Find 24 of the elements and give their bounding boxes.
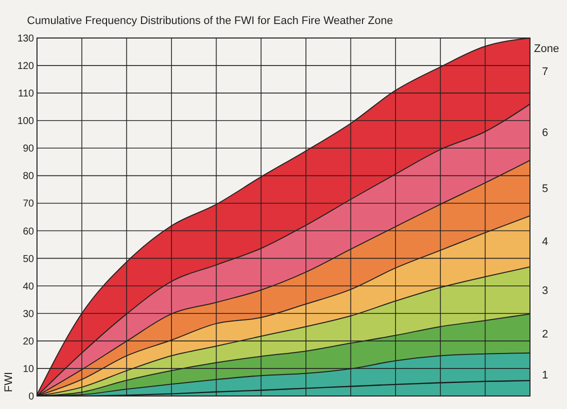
- y-tick-label: 120: [17, 61, 34, 72]
- series-label: 2: [542, 328, 548, 340]
- y-tick-label: 50: [22, 254, 34, 265]
- y-tick-label: 20: [22, 336, 34, 348]
- y-tick-label: 60: [22, 226, 34, 238]
- y-axis-title: FWI: [3, 372, 15, 392]
- series-label: 5: [542, 182, 548, 195]
- series-label: 6: [542, 127, 548, 140]
- y-tick-label: 130: [17, 34, 34, 44]
- y-tick-label: 110: [18, 88, 34, 100]
- y-tick-label: 0: [28, 392, 34, 402]
- series-label: 7: [542, 66, 548, 78]
- y-tick-label: 70: [22, 198, 34, 210]
- series-label: 4: [542, 236, 548, 248]
- y-tick-label: 100: [17, 116, 34, 128]
- y-tick-label: 90: [22, 144, 34, 155]
- legend-title: Zone: [534, 43, 560, 55]
- y-tick-label: 30: [22, 308, 34, 320]
- y-tick-label: 40: [22, 281, 34, 292]
- series-label: 1: [542, 369, 548, 382]
- y-tick-label: 80: [22, 171, 34, 182]
- y-tick-label: 10: [22, 364, 34, 375]
- series-label: 3: [542, 285, 548, 298]
- chart-title: Cumulative Frequency Distributions of the FWI for Each Fire Weather Zone: [27, 15, 393, 27]
